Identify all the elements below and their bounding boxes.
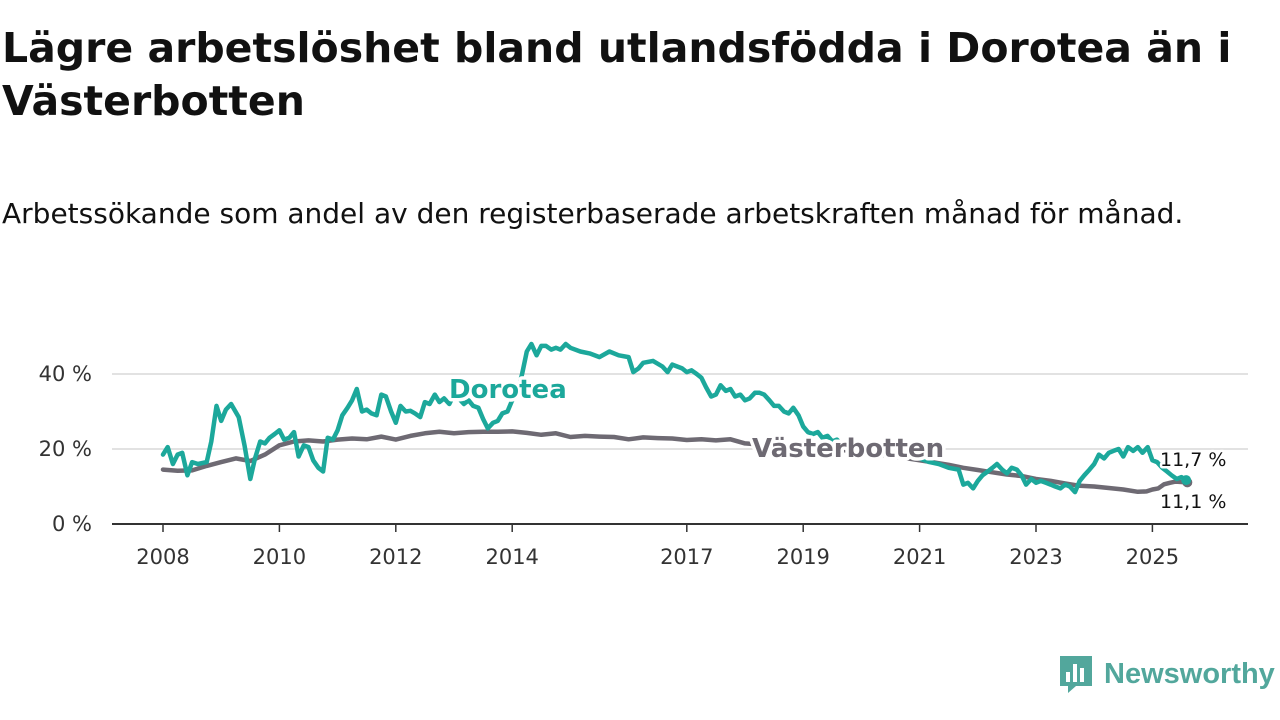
x-tick-label: 2008: [136, 545, 189, 569]
x-tick-label: 2025: [1126, 545, 1179, 569]
x-tick-label: 2012: [369, 545, 422, 569]
x-tick-label: 2014: [485, 545, 538, 569]
x-tick-label: 2010: [253, 545, 306, 569]
brand-name: Newsworthy: [1104, 657, 1275, 690]
y-tick-label: 40 %: [39, 362, 92, 386]
y-tick-label: 20 %: [39, 437, 92, 461]
series-labels: Västerbotten Dorotea 11,7 % 11,1 %: [446, 372, 1229, 516]
series-line-dorotea: [160, 341, 1189, 495]
x-tick-label: 2017: [660, 545, 713, 569]
end-label-dorotea: 11,7 %: [1160, 449, 1226, 471]
end-label-vasterbotten: 11,1 %: [1160, 491, 1226, 513]
y-tick-label: 0 %: [52, 512, 92, 536]
x-axis: 2008 2010 2012 2014 2017 2019 2021 2023 2025: [136, 524, 1179, 569]
end-marker-dorotea: [1181, 475, 1192, 486]
series-label-dorotea: Dorotea: [449, 375, 567, 405]
x-tick-label: 2021: [893, 545, 946, 569]
series-lines: [160, 341, 1190, 495]
chart-subtitle: Arbetssökande som andel av den registerb…: [2, 197, 1184, 230]
x-tick-label: 2019: [776, 545, 829, 569]
newsworthy-logo-icon: [1060, 656, 1092, 693]
y-axis: 0 % 20 % 40 %: [39, 362, 92, 536]
brand-logo: Newsworthy: [1058, 652, 1275, 696]
series-label-västerbotten: Västerbotten: [752, 434, 944, 464]
series-line-västerbotten: [160, 429, 1190, 495]
line-chart: 0 % 20 % 40 % 2008 2010 2012 2014 2017 2019 2021…: [39, 341, 1248, 569]
chart-title: Lägre arbetslöshet bland utlandsfödda i …: [2, 24, 1232, 125]
x-tick-label: 2023: [1009, 545, 1062, 569]
